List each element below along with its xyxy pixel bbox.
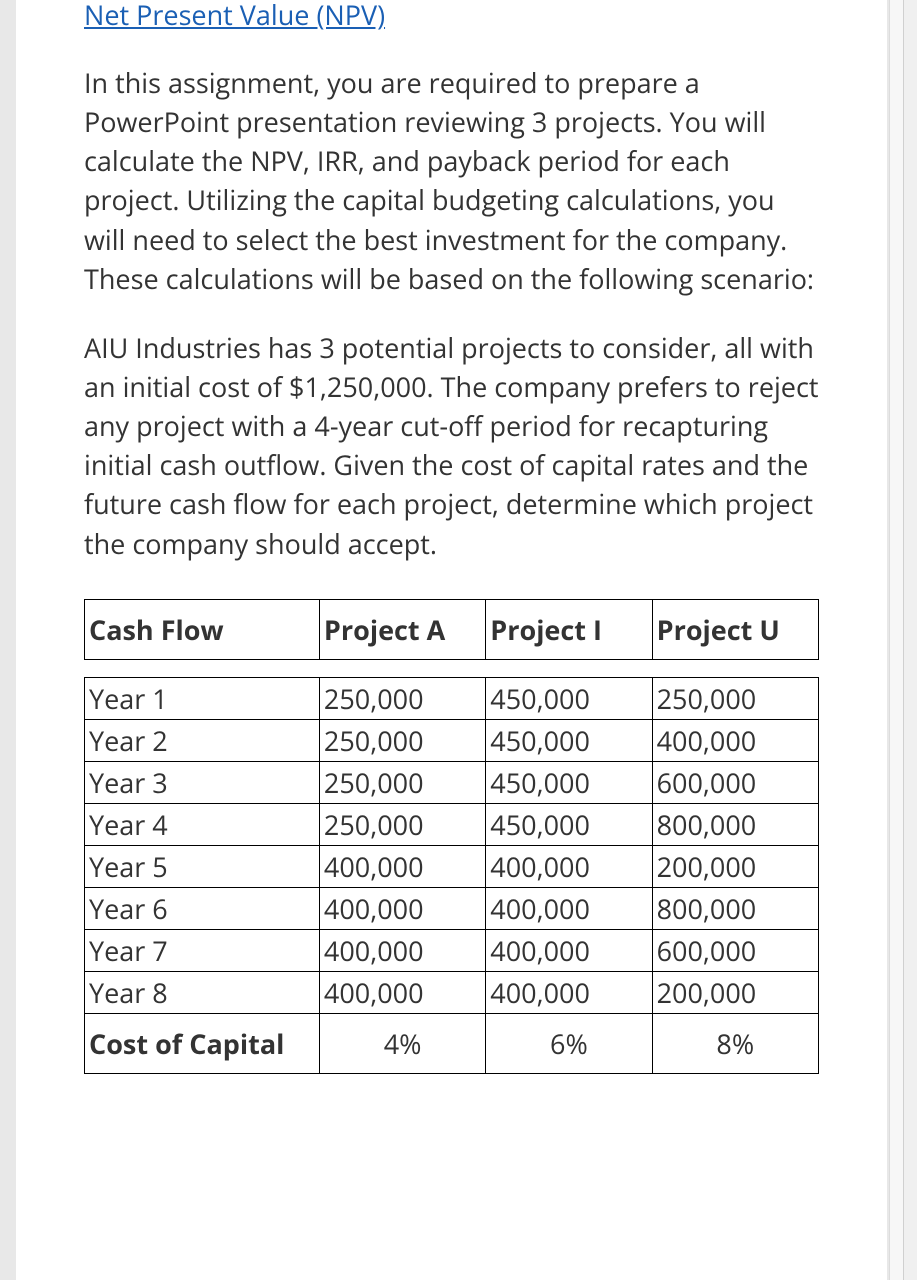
col-header-cashflow: Cash Flow [85, 599, 320, 659]
cell-value: 250,000 [319, 761, 485, 803]
scrollbar-outer[interactable] [903, 0, 917, 1280]
table-row: Year 3 250,000 450,000 600,000 [85, 761, 819, 803]
col-header-project-a: Project A [319, 599, 485, 659]
cell-value: 250,000 [319, 677, 485, 719]
cell-year: Year 7 [85, 929, 320, 971]
cashflow-table: Cash Flow Project A Project I Project U … [84, 599, 819, 1074]
cell-year: Year 6 [85, 887, 320, 929]
table-row: Year 2 250,000 450,000 400,000 [85, 719, 819, 761]
table-header-row: Cash Flow Project A Project I Project U [85, 599, 819, 659]
scrollbar-inner[interactable] [889, 0, 903, 1280]
document-page: Net Present Value (NPV) In this assignme… [16, 0, 887, 1280]
table-row: Year 4 250,000 450,000 800,000 [85, 803, 819, 845]
cell-year: Year 5 [85, 845, 320, 887]
cell-value: 800,000 [652, 803, 818, 845]
col-header-project-u: Project U [652, 599, 818, 659]
cell-value: 250,000 [319, 803, 485, 845]
cell-value: 450,000 [486, 761, 652, 803]
cell-value: 200,000 [652, 971, 818, 1013]
table-footer-row: Cost of Capital 4% 6% 8% [85, 1013, 819, 1073]
cell-year: Year 3 [85, 761, 320, 803]
table-row: Year 6 400,000 400,000 800,000 [85, 887, 819, 929]
footer-value: 8% [652, 1013, 818, 1073]
cell-value: 400,000 [486, 971, 652, 1013]
cell-value: 600,000 [652, 929, 818, 971]
cell-value: 400,000 [319, 845, 485, 887]
cell-value: 400,000 [319, 971, 485, 1013]
footer-value: 4% [319, 1013, 485, 1073]
footer-value: 6% [486, 1013, 652, 1073]
cell-value: 450,000 [486, 719, 652, 761]
cell-value: 450,000 [486, 803, 652, 845]
cell-value: 400,000 [319, 887, 485, 929]
paragraph-intro: In this assignment, you are required to … [84, 63, 819, 298]
col-header-project-i: Project I [486, 599, 652, 659]
cell-value: 400,000 [652, 719, 818, 761]
cell-value: 400,000 [486, 929, 652, 971]
document-viewport: Net Present Value (NPV) In this assignme… [0, 0, 917, 1280]
cell-value: 250,000 [319, 719, 485, 761]
cell-year: Year 4 [85, 803, 320, 845]
cell-year: Year 8 [85, 971, 320, 1013]
cell-value: 400,000 [319, 929, 485, 971]
cell-value: 400,000 [486, 887, 652, 929]
cell-year: Year 1 [85, 677, 320, 719]
table-row: Year 5 400,000 400,000 200,000 [85, 845, 819, 887]
table-row: Year 1 250,000 450,000 250,000 [85, 677, 819, 719]
paragraph-scenario: AIU Industries has 3 potential projects … [84, 328, 819, 563]
heading-link-npv[interactable]: Net Present Value (NPV) [84, 0, 385, 33]
cell-value: 800,000 [652, 887, 818, 929]
cell-value: 600,000 [652, 761, 818, 803]
cell-year: Year 2 [85, 719, 320, 761]
table-spacer [85, 659, 819, 677]
table-row: Year 7 400,000 400,000 600,000 [85, 929, 819, 971]
cashflow-table-wrap: Cash Flow Project A Project I Project U … [84, 599, 819, 1074]
cell-value: 250,000 [652, 677, 818, 719]
footer-label-cost-of-capital: Cost of Capital [85, 1013, 320, 1073]
cell-value: 400,000 [486, 845, 652, 887]
cell-value: 200,000 [652, 845, 818, 887]
cell-value: 450,000 [486, 677, 652, 719]
table-row: Year 8 400,000 400,000 200,000 [85, 971, 819, 1013]
